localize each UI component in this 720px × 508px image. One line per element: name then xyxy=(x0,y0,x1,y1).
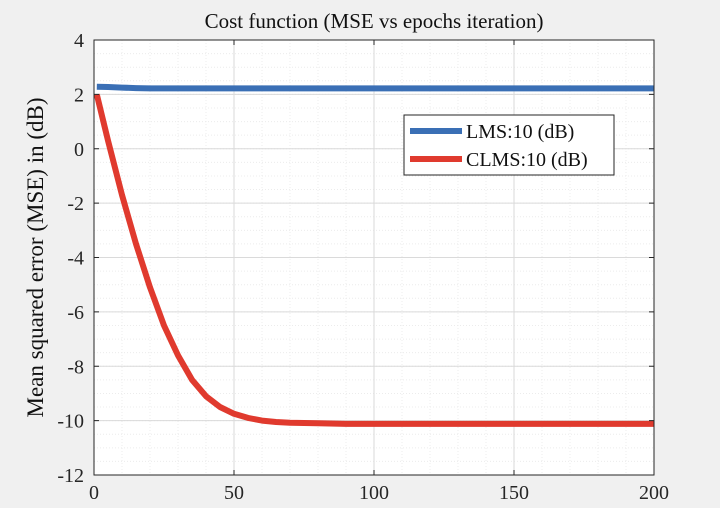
x-tick-label: 150 xyxy=(499,482,529,504)
x-axis-ticks: 0 50 100 150 200 xyxy=(89,40,669,504)
y-tick-label: 2 xyxy=(74,84,84,106)
y-tick-label: 4 xyxy=(74,30,84,52)
x-tick-label: 50 xyxy=(224,482,244,504)
y-tick-label: -2 xyxy=(67,193,84,215)
y-tick-label: -12 xyxy=(57,465,84,487)
series-line-clms xyxy=(93,93,654,427)
x-tick-label: 0 xyxy=(89,482,99,504)
series-layer xyxy=(93,83,654,427)
y-tick-label: -4 xyxy=(67,248,84,270)
x-tick-label: 200 xyxy=(639,482,669,504)
y-tick-label: -8 xyxy=(67,356,84,378)
legend-label-clms: CLMS:10 (dB) xyxy=(466,149,588,171)
legend-label-lms: LMS:10 (dB) xyxy=(466,121,574,143)
y-tick-label: -6 xyxy=(67,302,84,324)
series-line-lms xyxy=(96,83,654,92)
y-axis-label: Mean squared error (MSE) in (dB) xyxy=(23,98,48,418)
legend: LMS:10 (dB) CLMS:10 (dB) xyxy=(403,114,615,176)
y-tick-label: -10 xyxy=(57,411,84,433)
y-tick-label: 0 xyxy=(74,139,84,161)
legend-box xyxy=(403,114,615,176)
chart-title: Cost function (MSE vs epochs iteration) xyxy=(205,9,544,33)
y-axis-ticks: -12 -10 -8 -6 -4 -2 0 2 4 xyxy=(57,30,654,487)
x-tick-label: 100 xyxy=(359,482,389,504)
